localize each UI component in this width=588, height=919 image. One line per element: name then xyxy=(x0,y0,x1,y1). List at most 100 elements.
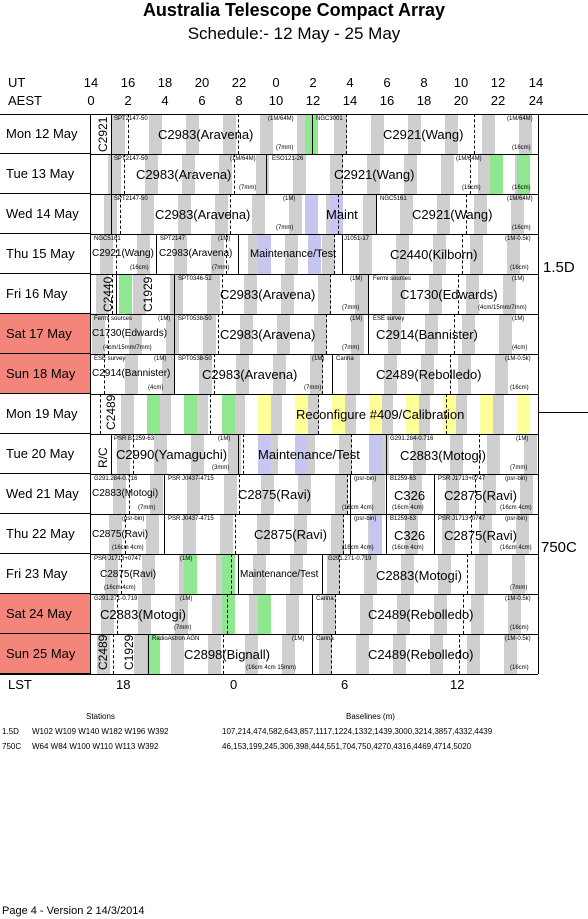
day-label: Mon 12 May xyxy=(0,114,90,154)
block-divider xyxy=(174,314,175,354)
lst-stripe xyxy=(429,275,442,314)
lst-stripe xyxy=(413,435,426,474)
source-label: Carina xyxy=(336,356,354,362)
source-label: PSR J0437-4715 xyxy=(168,476,214,482)
lst-tick: 12 xyxy=(450,677,465,692)
lst-stripe xyxy=(257,515,270,554)
lst-stripe xyxy=(400,195,413,234)
array-label: (1M/64M) xyxy=(507,196,533,202)
source-label: SPT2147-50 xyxy=(114,116,148,122)
project-block: C2875(Ravi) xyxy=(444,488,517,503)
block-divider xyxy=(174,354,175,394)
lst-stripe xyxy=(223,115,236,154)
aest-time: 12 xyxy=(305,93,321,108)
lst-stripe xyxy=(511,195,524,234)
lst-marker xyxy=(121,554,122,594)
lst-stripe xyxy=(516,515,529,554)
schedule-grid: Mon 12 May Tue 13 May Wed 14 May Thu 15 May… xyxy=(0,114,588,675)
lst-marker xyxy=(479,434,480,474)
lst-marker xyxy=(446,394,447,434)
block-divider xyxy=(350,474,351,514)
lst-marker xyxy=(243,434,244,474)
project-block: C2914(Bannister) xyxy=(92,368,171,379)
lst-marker xyxy=(116,234,117,274)
ut-time: 12 xyxy=(490,75,506,90)
block-divider xyxy=(238,234,239,274)
array-label: (1M) xyxy=(350,316,363,322)
lst-stripe xyxy=(372,475,385,514)
lst-stripe xyxy=(256,155,269,194)
source-label: PSR J1713+0747 xyxy=(438,516,486,522)
array-label: (1M) xyxy=(180,596,193,602)
lst-stripe xyxy=(371,115,384,154)
lst-stripe xyxy=(480,395,493,434)
lst-stripe xyxy=(380,395,393,434)
lst-stripe xyxy=(458,355,471,394)
lst-stripe xyxy=(232,395,245,434)
block-divider xyxy=(350,514,351,554)
lst-stripe xyxy=(117,435,130,474)
band-label: (16cm 4cm) xyxy=(342,505,374,511)
lst-marker xyxy=(125,514,126,554)
array-label: (psr-bin) xyxy=(122,516,145,522)
lst-marker xyxy=(133,434,134,474)
source-label: SPT0346-52 xyxy=(178,276,212,282)
source-label: PSR J0437-4715 xyxy=(168,516,214,522)
project-block: C2914(Bannister) xyxy=(376,327,478,342)
lst-stripe xyxy=(293,155,306,194)
lst-stripe xyxy=(258,595,271,634)
baselines-heading: Baselines (m) xyxy=(346,712,395,721)
source-label: G291.284-0.716 xyxy=(94,476,138,482)
lst-marker xyxy=(222,274,223,314)
block-divider xyxy=(322,554,323,594)
lst-marker xyxy=(117,594,118,634)
array-label: (1M) xyxy=(180,556,193,562)
project-vertical: C2921 xyxy=(96,116,110,152)
band-label: (16cm 4cm 15mm) xyxy=(246,665,297,671)
lst-stripe xyxy=(305,195,318,234)
array-label: (1M) xyxy=(350,276,363,282)
lst-stripe xyxy=(175,595,188,634)
lst-stripe xyxy=(138,595,151,634)
lst-stripe xyxy=(446,475,459,514)
lst-stripe xyxy=(269,395,282,434)
lst-marker xyxy=(210,394,211,434)
row-divider xyxy=(90,234,538,235)
lst-stripe xyxy=(470,235,483,274)
lst-stripe xyxy=(208,635,221,674)
lst-marker xyxy=(234,154,235,194)
lst-stripe xyxy=(330,155,343,194)
lst-stripe xyxy=(314,315,327,354)
lst-stripe xyxy=(499,315,512,354)
lst-stripe xyxy=(517,155,530,194)
lst-stripe xyxy=(519,115,532,154)
lst-stripe xyxy=(154,435,167,474)
lst-stripe xyxy=(199,355,212,394)
lst-stripe xyxy=(258,395,271,434)
lst-stripe xyxy=(347,355,360,394)
aest-time: 0 xyxy=(87,93,95,108)
project-block: C2983(Aravena) xyxy=(220,287,316,302)
lst-stripe xyxy=(396,235,409,274)
day-label: Fri 23 May xyxy=(0,554,90,594)
lst-marker xyxy=(338,194,339,234)
aest-time: 16 xyxy=(379,93,395,108)
block-divider xyxy=(434,474,435,514)
block-divider xyxy=(342,234,343,274)
lst-stripe xyxy=(290,555,303,594)
lst-stripe xyxy=(397,595,410,634)
project-block: C2875(Ravi) xyxy=(444,528,517,543)
band-label: (7mm) xyxy=(304,385,322,391)
array-label: (1M-0.5k) xyxy=(505,356,531,362)
lst-stripe xyxy=(404,155,417,194)
lst-stripe xyxy=(335,475,348,514)
lst-stripe xyxy=(150,475,163,514)
lst-stripe xyxy=(277,315,290,354)
day-label: Sun 25 May xyxy=(0,634,90,674)
lst-stripe xyxy=(212,595,225,634)
lst-marker xyxy=(475,474,476,514)
source-label: Fermi sources xyxy=(94,316,133,322)
project-block: C2875(Ravi) xyxy=(254,527,327,542)
source-label: PSR J1713+0747 xyxy=(438,476,486,482)
aest-time: 4 xyxy=(161,93,169,108)
